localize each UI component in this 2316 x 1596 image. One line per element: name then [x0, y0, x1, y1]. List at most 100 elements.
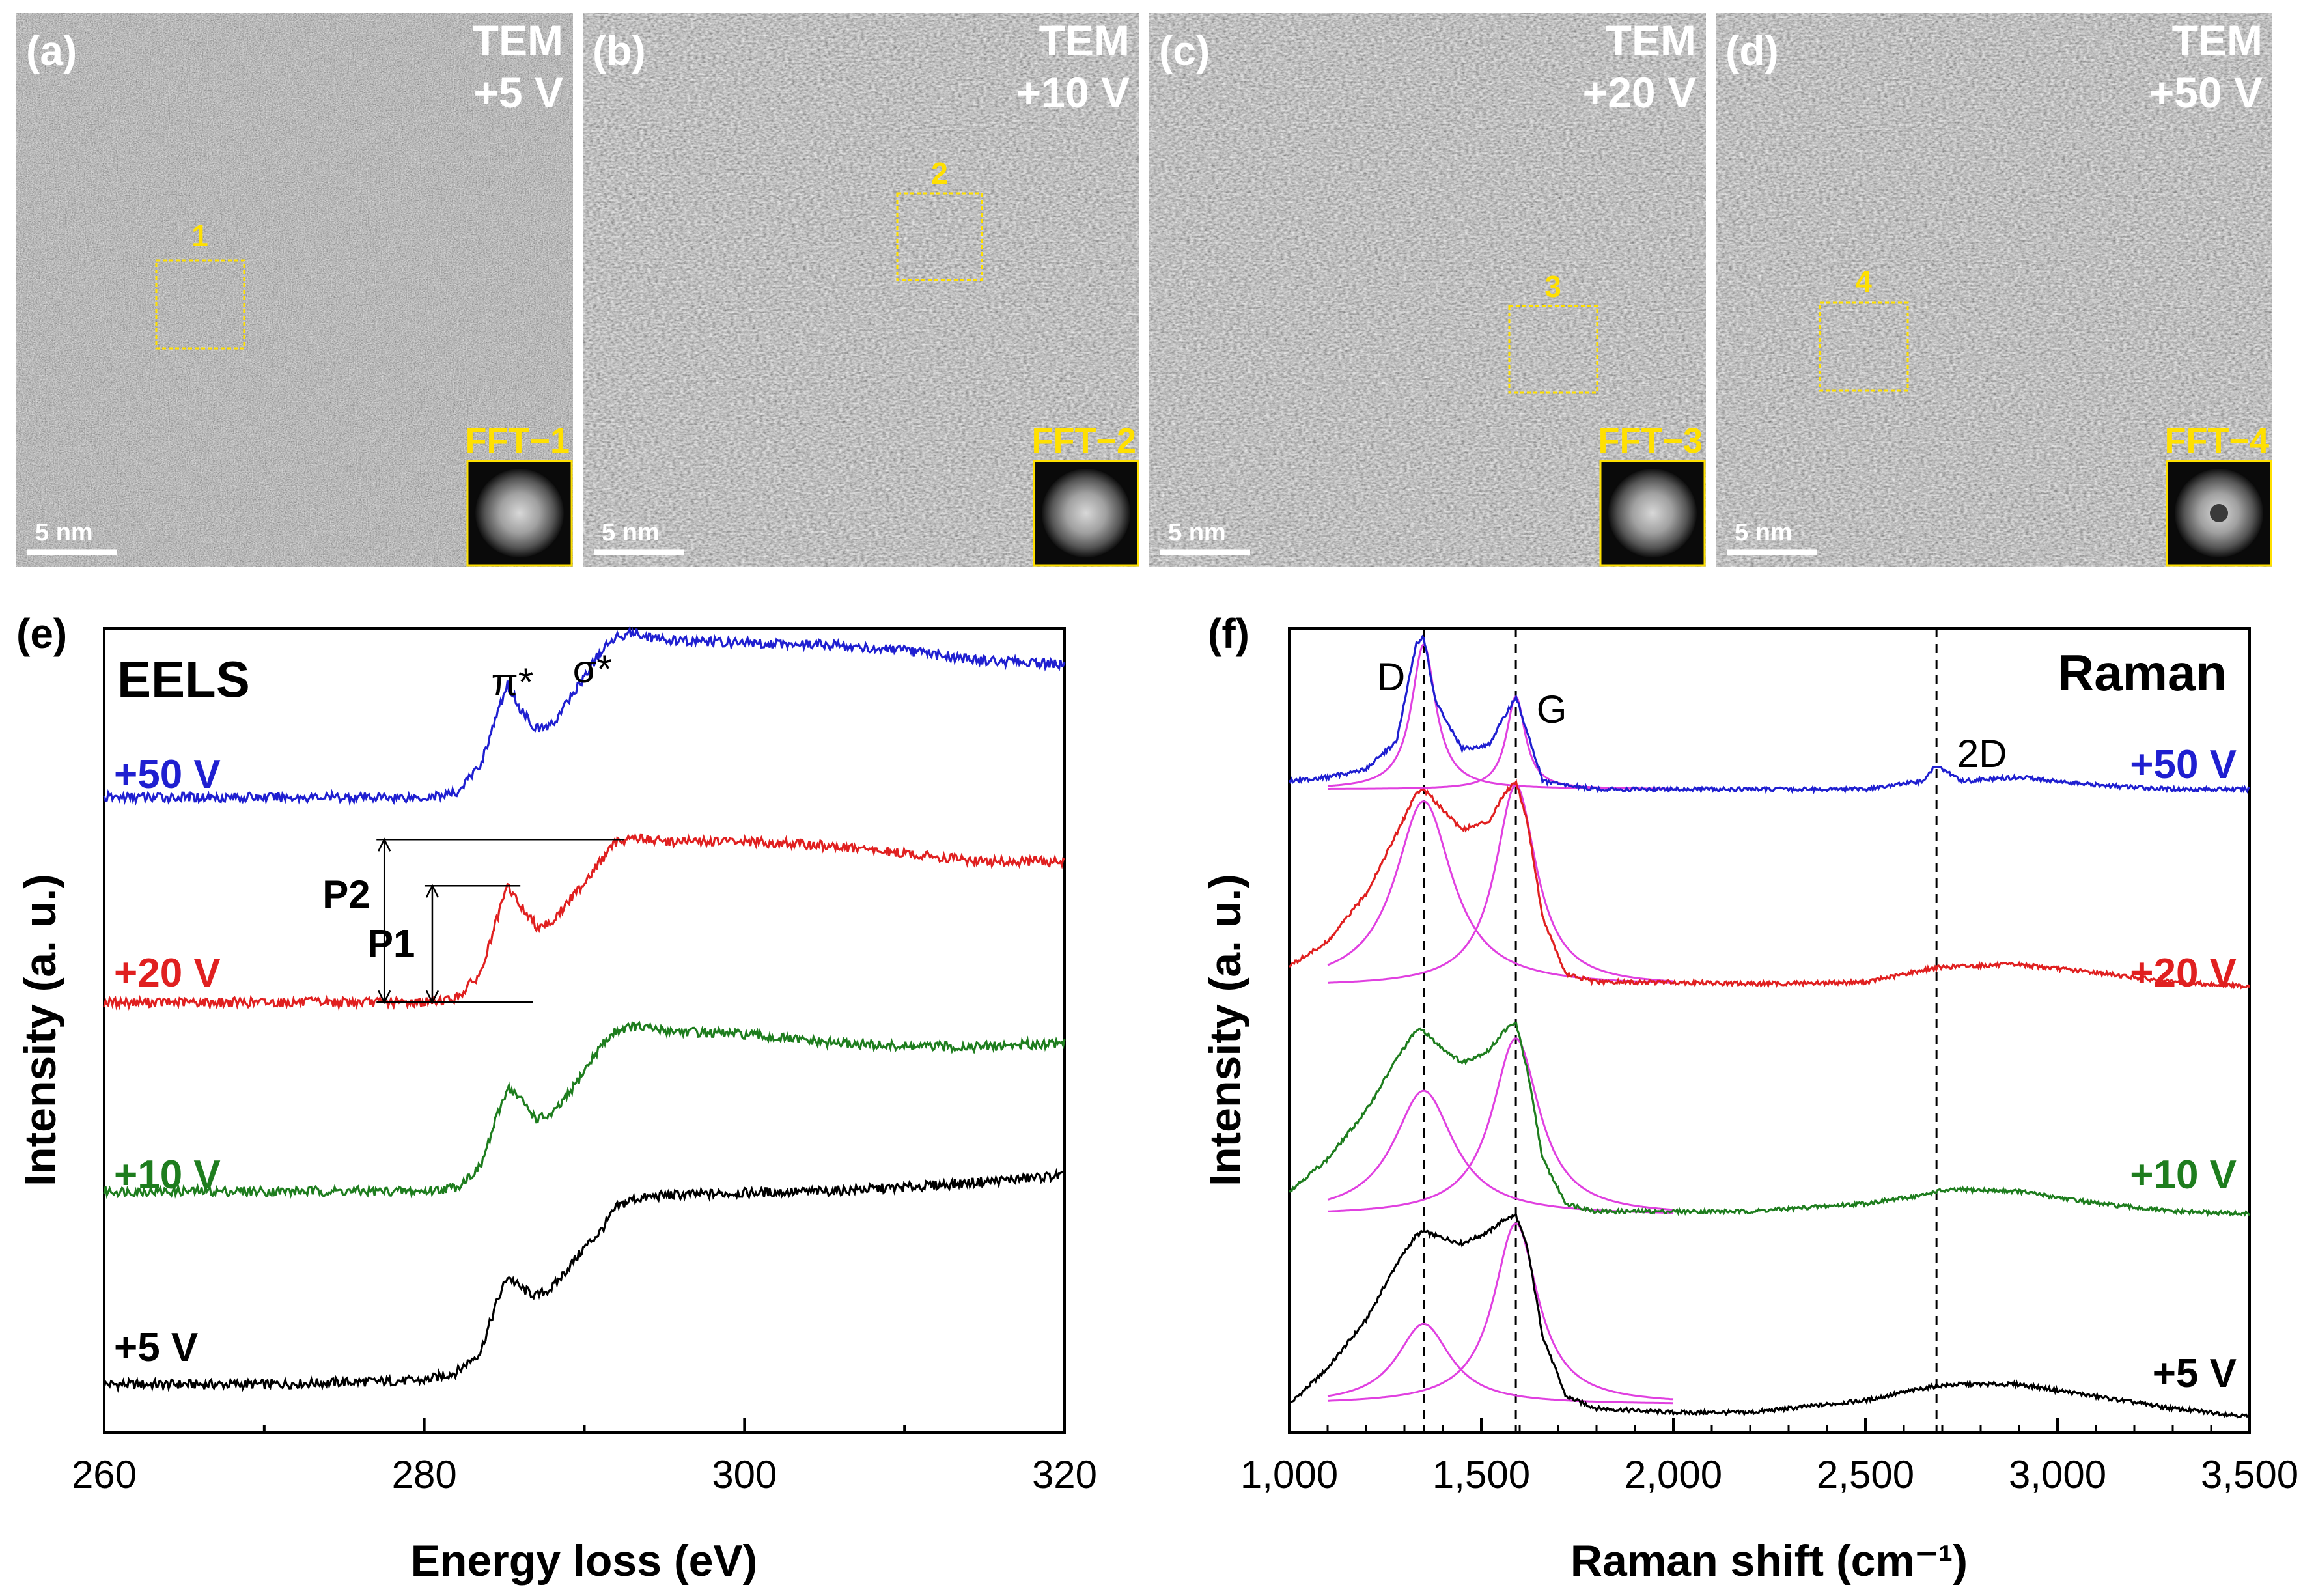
tem-panel-b: 2 (b) TEM +10 V FFT−2 5 nm [583, 13, 1139, 567]
region-box-2 [896, 192, 983, 281]
raman-peak-guides [1423, 628, 1938, 1433]
region-number-2: 2 [931, 156, 948, 190]
raman-x-tick-label: 2,000 [1625, 1453, 1722, 1496]
eels-series-20v [103, 833, 1066, 1011]
scale-bar-label-d: 5 nm [1735, 519, 1793, 546]
raman-d-peak-label: D [1377, 655, 1405, 699]
raman-fit-g [1328, 784, 1674, 984]
raman-2d-peak-label: 2D [1957, 732, 2007, 776]
tem-voltage-label-d: +50 V [2149, 68, 2263, 117]
eels-pi-star-label: π* [492, 660, 534, 704]
raman-series-5v [1288, 1214, 2251, 1419]
eels-p-marker-arrow [425, 990, 439, 1005]
region-number-4: 4 [1855, 264, 1872, 298]
raman-series-labels: +50 V +20 V +10 V +5 V [2130, 742, 2237, 1396]
raman-label-10v: +10 V [2130, 1153, 2237, 1197]
tem-panel-d: 4 (d) TEM +50 V FFT−4 5 nm [1716, 13, 2272, 567]
fft-center-4 [2210, 504, 2228, 522]
fft-label-4: FFT−4 [2164, 421, 2269, 460]
panel-label-d: (d) [1725, 27, 1779, 74]
raman-fit-g [1328, 1037, 1674, 1212]
raman-fit-d [1327, 1323, 1673, 1405]
scale-bar-label-c: 5 nm [1168, 519, 1226, 546]
raman-label-20v: +20 V [2130, 951, 2237, 996]
eels-p-marker-arrow [425, 884, 439, 898]
region-box-4 [1819, 301, 1909, 392]
raman-series-lines [1288, 634, 2251, 1419]
panel-label-b: (b) [593, 27, 646, 74]
raman-g-peak-label: G [1537, 688, 1567, 731]
tem-panel-a: 1 (a) TEM +5 V FFT−1 5 nm [16, 13, 573, 567]
eels-sigma-star-label: σ* [573, 647, 612, 691]
tem-voltage-label-c: +20 V [1583, 68, 1696, 117]
fft-pattern-1 [475, 469, 564, 557]
raman-series-20v [1289, 779, 2251, 990]
raman-label-5v: +5 V [2153, 1351, 2237, 1396]
raman-title: Raman [2058, 644, 2227, 701]
eels-peak-ratio-markers [376, 837, 624, 1005]
eels-p1-label: P1 [367, 922, 415, 966]
eels-series-labels: +50 V +20 V +10 V +5 V [114, 752, 221, 1370]
eels-series-50v [103, 625, 1066, 806]
eels-plot-frame [103, 627, 1066, 1434]
eels-x-ticks: 260 280 300 320 [72, 1418, 1097, 1496]
raman-x-tick-label: 3,500 [2201, 1453, 2298, 1496]
panel-label-e: (e) [16, 610, 67, 657]
raman-fit-d [1327, 1089, 1673, 1214]
eels-x-tick-label: 320 [1032, 1453, 1097, 1496]
raman-plot-frame [1288, 627, 2251, 1434]
tem-mode-label-d: TEM [2172, 16, 2263, 64]
eels-series-10v [103, 1020, 1066, 1199]
region-number-1: 1 [191, 219, 208, 253]
tem-mode-label-c: TEM [1606, 16, 1696, 64]
raman-series-50v [1288, 634, 2250, 794]
tem-voltage-label-b: +10 V [1016, 68, 1130, 117]
raman-fit-curves [1327, 643, 1674, 1405]
tem-mode-label-b: TEM [1039, 16, 1130, 64]
scale-bar-label-b: 5 nm [602, 519, 660, 546]
raman-x-axis-title: Raman shift (cm⁻¹) [1570, 1536, 1968, 1586]
eels-p2-label: P2 [322, 873, 370, 916]
fft-label-3: FFT−3 [1598, 421, 1703, 460]
raman-fit-d [1327, 800, 1673, 984]
eels-p-marker-arrow [378, 990, 391, 1005]
eels-chart: (e) 260 280 300 320 Energy loss (eV) Intens… [16, 610, 1097, 1586]
raman-y-axis-title: Intensity (a. u.) [1201, 874, 1250, 1186]
raman-x-tick-label: 2,500 [1817, 1453, 1914, 1496]
panel-label-f: (f) [1208, 610, 1249, 657]
fft-pattern-3 [1608, 469, 1697, 557]
fft-pattern-2 [1042, 469, 1130, 557]
tem-panel-c: 3 (c) TEM +20 V FFT−3 5 nm [1149, 13, 1706, 567]
eels-x-tick-label: 260 [72, 1453, 137, 1496]
tem-mode-label-a: TEM [473, 16, 563, 64]
eels-series-lines [103, 625, 1066, 1393]
eels-p-marker-arrow [378, 837, 391, 852]
raman-x-tick-label: 1,000 [1240, 1453, 1338, 1496]
raman-chart: (f) 1,000 1,500 2,000 2,500 3,000 3,500 D G 2… [1201, 610, 2298, 1586]
raman-series-10v [1288, 1021, 2251, 1218]
eels-x-axis-title: Energy loss (eV) [411, 1536, 758, 1586]
raman-x-ticks: 1,000 1,500 2,000 2,500 3,000 3,500 [1240, 1418, 2298, 1496]
eels-title: EELS [117, 651, 250, 708]
raman-label-50v: +50 V [2130, 742, 2237, 787]
panel-label-a: (a) [26, 27, 77, 74]
eels-label-50v: +50 V [114, 752, 221, 797]
region-number-3: 3 [1544, 270, 1561, 303]
raman-fit-g [1328, 1222, 1674, 1402]
raman-x-tick-label: 3,000 [2009, 1453, 2106, 1496]
region-box-1 [155, 259, 245, 350]
tem-voltage-label-a: +5 V [473, 68, 563, 117]
eels-series-5v [103, 1168, 1066, 1393]
panel-label-c: (c) [1159, 27, 1210, 74]
fft-label-2: FFT−2 [1031, 421, 1136, 460]
eels-y-axis-title: Intensity (a. u.) [16, 874, 65, 1186]
eels-label-5v: +5 V [114, 1325, 198, 1370]
eels-x-tick-label: 280 [392, 1453, 457, 1496]
eels-label-20v: +20 V [114, 951, 221, 996]
fft-label-1: FFT−1 [465, 421, 570, 460]
eels-label-10v: +10 V [114, 1153, 221, 1197]
raman-x-tick-label: 1,500 [1432, 1453, 1530, 1496]
eels-x-tick-label: 300 [712, 1453, 777, 1496]
region-box-3 [1508, 305, 1598, 394]
